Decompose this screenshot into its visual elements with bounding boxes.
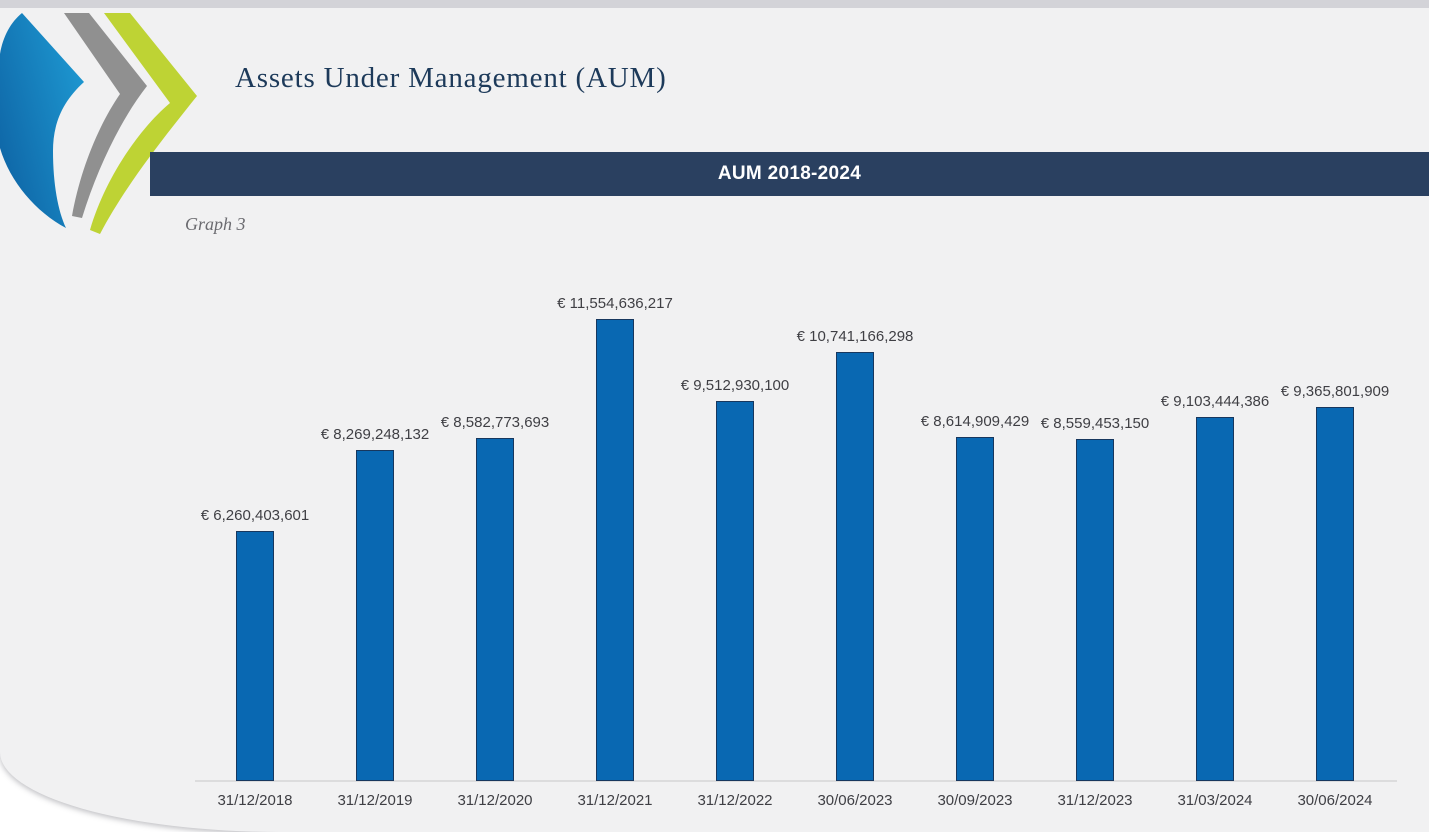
bar-value-label: € 11,554,636,217: [557, 295, 673, 312]
x-axis-label: 31/12/2019: [337, 792, 413, 809]
logo-blue-chevron: [0, 13, 84, 228]
x-axis-line: [195, 780, 1397, 782]
bar-value-label: € 6,260,403,601: [200, 507, 310, 524]
x-axis-label: 30/09/2023: [937, 792, 1013, 809]
x-axis-label: 31/12/2022: [697, 792, 773, 809]
bar: [1196, 417, 1234, 781]
x-axis-label: 31/03/2024: [1177, 792, 1253, 809]
section-banner: AUM 2018-2024: [150, 152, 1429, 196]
company-logo: [0, 13, 197, 234]
bar-value-label: € 9,512,930,100: [680, 377, 790, 394]
x-axis-label: 31/12/2018: [217, 792, 293, 809]
graph-caption: Graph 3: [185, 214, 246, 234]
bar-value-label: € 8,582,773,693: [440, 414, 550, 431]
top-edge-strip: [0, 0, 1429, 8]
bar: [956, 437, 994, 781]
bar: [1076, 439, 1114, 781]
bar-value-label: € 9,103,444,386: [1160, 393, 1270, 410]
bar: [1316, 407, 1354, 781]
bar: [716, 401, 754, 781]
bar: [356, 450, 394, 781]
bar-value-label: € 9,365,801,909: [1280, 383, 1390, 400]
x-axis-label: 31/12/2021: [577, 792, 653, 809]
x-axis-label: 31/12/2020: [457, 792, 533, 809]
x-axis-label: 30/06/2023: [817, 792, 893, 809]
bar-value-label: € 8,269,248,132: [320, 426, 430, 443]
x-axis-label: 30/06/2024: [1297, 792, 1373, 809]
bar: [836, 352, 874, 781]
logo-green-chevron: [90, 13, 197, 234]
bar-value-label: € 10,741,166,298: [796, 328, 914, 345]
page-title: Assets Under Management (AUM): [235, 62, 667, 94]
bar: [236, 531, 274, 781]
x-axis-label: 31/12/2023: [1057, 792, 1133, 809]
bar-value-label: € 8,559,453,150: [1040, 415, 1150, 432]
bar: [476, 438, 514, 781]
bar-value-label: € 8,614,909,429: [920, 413, 1030, 430]
logo-gray-chevron: [64, 13, 147, 218]
bar: [596, 319, 634, 781]
